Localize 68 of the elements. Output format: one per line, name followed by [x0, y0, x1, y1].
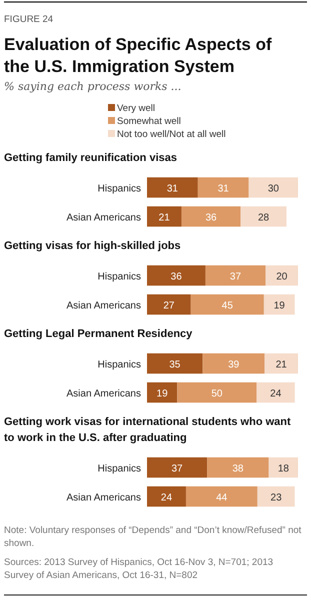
y-tick-label: Hispanics: [98, 360, 141, 370]
bar: [177, 382, 257, 403]
bar: [256, 382, 295, 403]
y-tick-label: Hispanics: [98, 464, 141, 474]
chart-title: Getting work visas for international students who want to work in the U.S. after graduating: [4, 416, 291, 444]
y-tick-label: Hispanics: [98, 272, 141, 282]
bar: [268, 457, 298, 478]
data-label: 27: [163, 300, 175, 312]
bar: [190, 294, 264, 315]
legend-label: Not too well/Not at all well: [117, 129, 226, 140]
data-label: 21: [276, 360, 288, 370]
bar: [205, 265, 266, 286]
data-label: 39: [228, 360, 240, 370]
data-label: 35: [169, 360, 181, 370]
data-label: 44: [216, 492, 228, 504]
bar: [147, 486, 186, 507]
bar: [240, 206, 287, 227]
bar: [147, 294, 191, 315]
data-label: 45: [222, 300, 234, 312]
bar: [257, 486, 295, 507]
bar: [147, 457, 208, 478]
data-label: 31: [218, 184, 230, 194]
data-label: 31: [166, 184, 178, 194]
bar: [266, 265, 298, 286]
text: Evaluation of Specific Aspects of the U.S. Immigration System: [4, 35, 272, 76]
data-label: 19: [156, 388, 168, 400]
data-label: 38: [232, 464, 244, 474]
data-label: 37: [171, 464, 184, 474]
chart-title: Getting Legal Permanent Residency: [4, 328, 194, 340]
data-label: 30: [268, 184, 280, 194]
text: % saying each process works ...: [4, 80, 182, 93]
data-label: 19: [274, 300, 286, 312]
legend-label: Somewhat well: [117, 116, 181, 127]
bar: [147, 206, 182, 227]
data-label: 37: [230, 272, 242, 282]
bar: [186, 486, 258, 507]
text: Note: Voluntary responses of “Depends” and “Don’t know/Refused” not shown.: [4, 525, 302, 549]
y-tick-label: Asian Americans: [66, 492, 141, 504]
bar: [264, 294, 295, 315]
y-tick-label: Asian Americans: [66, 300, 141, 312]
y-tick-label: Asian Americans: [66, 212, 141, 224]
data-label: 36: [205, 212, 218, 224]
data-label: 20: [276, 272, 288, 282]
data-label: 21: [158, 212, 170, 224]
y-tick-label: Asian Americans: [66, 388, 141, 400]
bar: [202, 353, 265, 374]
legend-label: Very well: [117, 103, 156, 114]
caption: FIGURE 24: [4, 14, 54, 25]
chart-title: Getting visas for high-skilled jobs: [4, 240, 181, 252]
data-label: 28: [258, 212, 270, 224]
bar: [198, 177, 249, 198]
source-note: Sources: 2013 Survey of Hispanics, Oct 16-Nov 3, N=701; 2013 Survey of Asian Americans, Oct 16-31, N=802: [4, 557, 274, 581]
data-label: 24: [270, 388, 282, 400]
bar: [207, 457, 269, 478]
data-label: 36: [170, 272, 182, 282]
bar: [147, 177, 198, 198]
bar: [147, 265, 206, 286]
data-label: 23: [270, 492, 282, 504]
data-label: 50: [211, 388, 223, 400]
y-tick-label: Hispanics: [98, 184, 141, 194]
bar: [248, 177, 298, 198]
data-label: 24: [160, 492, 172, 504]
bar: [147, 382, 178, 403]
data-label: 18: [278, 464, 290, 474]
bar: [181, 206, 241, 227]
bar: [147, 353, 203, 374]
bar: [264, 353, 298, 374]
chart-title: Getting family reunification visas: [4, 152, 177, 164]
